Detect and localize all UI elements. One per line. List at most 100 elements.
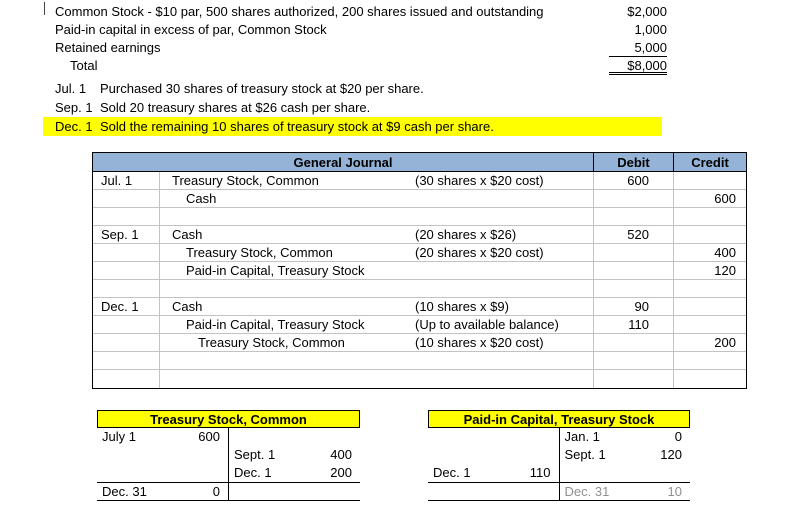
journal-account-cell: Paid-in Capital, Treasury Stock (Up to av…	[160, 316, 594, 334]
journal-account-cell: Paid-in Capital, Treasury Stock	[160, 262, 594, 280]
transaction-row: Sep. 1 Sold 20 treasury shares at $26 ca…	[43, 98, 662, 117]
t-account-credit-side: Dec. 1 200	[229, 464, 360, 482]
transaction-text: Sold 20 treasury shares at $26 cash per …	[100, 100, 371, 115]
journal-date-cell: Dec. 1	[93, 298, 160, 316]
t-account-debit-side	[97, 446, 229, 464]
entry-amount	[220, 446, 228, 464]
journal-date-cell: Jul. 1	[93, 172, 160, 190]
t-account-title: Paid-in Capital, Treasury Stock	[428, 410, 690, 428]
t-account-title: Treasury Stock, Common	[97, 410, 360, 428]
entry-amount: 0	[212, 484, 220, 499]
equity-row: Paid-in capital in excess of par, Common…	[55, 21, 667, 39]
entry-amount: 120	[660, 447, 682, 462]
journal-date-cell	[93, 370, 160, 388]
journal-row: Sep. 1 Cash (20 shares x $26) 520	[93, 226, 746, 244]
entry-date	[229, 483, 234, 500]
t-account-credit-side: Sept. 1 400	[229, 446, 360, 464]
journal-debit-cell	[594, 280, 674, 298]
journal-date-cell	[93, 352, 160, 370]
equity-amount: $2,000	[627, 4, 667, 19]
journal-date-cell: Sep. 1	[93, 226, 160, 244]
journal-date-cell	[93, 334, 160, 352]
journal-credit-cell	[674, 370, 746, 388]
journal-header-row: General Journal Debit Credit	[93, 153, 746, 172]
entry-date: Dec. 31	[102, 484, 147, 499]
journal-account-cell	[160, 352, 594, 370]
equity-label: Common Stock - $10 par, 500 shares autho…	[55, 4, 544, 19]
journal-credit-cell	[674, 316, 746, 334]
journal-date-cell	[93, 208, 160, 226]
t-account-debit-side: Dec. 31 0	[97, 483, 229, 500]
entry-date	[560, 464, 565, 482]
journal-credit-cell	[674, 208, 746, 226]
journal-account-cell: Cash (10 shares x $9)	[160, 298, 594, 316]
t-account-credit-side: Dec. 31 10	[560, 483, 691, 500]
t-account-paid-in-capital: Paid-in Capital, Treasury Stock Jan. 1 0 …	[428, 410, 690, 501]
journal-credit-cell: 600	[674, 190, 746, 208]
entry-date	[97, 464, 102, 482]
journal-memo: (20 shares x $26)	[415, 227, 517, 242]
journal-debit-cell: 520	[594, 226, 674, 244]
journal-credit-cell	[674, 298, 746, 316]
journal-row: Jul. 1 Treasury Stock, Common (30 shares …	[93, 172, 746, 190]
journal-credit-cell: 400	[674, 244, 746, 262]
entry-date	[428, 428, 433, 446]
journal-account-cell: Treasury Stock, Common (20 shares x $20 c…	[160, 244, 594, 262]
journal-memo: (10 shares x $9)	[415, 299, 509, 314]
entry-amount: 0	[674, 429, 682, 444]
journal-debit-cell	[594, 244, 674, 262]
t-account-credit-side	[229, 428, 360, 446]
journal-credit-cell	[674, 172, 746, 190]
t-account-debit-side	[428, 446, 560, 464]
journal-account-cell: Cash (20 shares x $26)	[160, 226, 594, 244]
journal-credit-cell: 200	[674, 334, 746, 352]
t-account-row: Dec. 1 110	[428, 464, 690, 482]
journal-account-cell	[160, 208, 594, 226]
transaction-text: Purchased 30 shares of treasury stock at…	[100, 81, 424, 96]
t-account-debit-side: July 1 600	[97, 428, 229, 446]
journal-debit-cell: 90	[594, 298, 674, 316]
entry-amount	[551, 428, 559, 446]
journal-title: General Journal	[93, 153, 594, 172]
journal-date-cell	[93, 262, 160, 280]
entry-amount: 400	[330, 447, 352, 462]
entry-amount	[551, 483, 559, 500]
journal-memo: (10 shares x $20 cost)	[415, 335, 544, 350]
equity-total-row: Total $8,000	[55, 57, 667, 75]
t-account-treasury-stock: Treasury Stock, Common July 1 600 Sept. 1…	[97, 410, 360, 501]
t-account-credit-side	[229, 483, 360, 500]
journal-credit-cell: 120	[674, 262, 746, 280]
journal-memo: (30 shares x $20 cost)	[415, 173, 544, 188]
t-account-debit-side	[428, 483, 560, 500]
transaction-row: Jul. 1 Purchased 30 shares of treasury s…	[43, 79, 662, 98]
journal-debit-header: Debit	[594, 153, 674, 172]
journal-row: Paid-in Capital, Treasury Stock (Up to av…	[93, 316, 746, 334]
transaction-text: Sold the remaining 10 shares of treasury…	[100, 119, 494, 134]
transactions-list: Jul. 1 Purchased 30 shares of treasury s…	[43, 79, 662, 136]
entry-amount	[220, 464, 228, 482]
entry-amount	[352, 483, 360, 500]
journal-row-blank	[93, 208, 746, 226]
t-account-body: Jan. 1 0 Sept. 1 120 Dec. 1 110 Dec. 31 10	[428, 428, 690, 501]
journal-credit-cell	[674, 226, 746, 244]
journal-debit-cell: 110	[594, 316, 674, 334]
account-name: Treasury Stock, Common	[198, 335, 345, 350]
account-name: Cash	[186, 191, 217, 206]
t-account-row: July 1 600	[97, 428, 360, 446]
account-name: Paid-in Capital, Treasury Stock	[186, 263, 365, 278]
journal-account-cell: Treasury Stock, Common (10 shares x $20 c…	[160, 334, 594, 352]
transaction-date: Dec. 1	[55, 119, 93, 134]
entry-date	[428, 446, 433, 464]
t-account-body: July 1 600 Sept. 1 400 Dec. 1 200 Dec. 31 0	[97, 428, 360, 501]
journal-debit-cell	[594, 334, 674, 352]
entry-amount	[551, 446, 559, 464]
journal-row-blank	[93, 280, 746, 298]
equity-row: Retained earnings 5,000	[55, 39, 667, 57]
equity-amount: 5,000	[609, 39, 667, 57]
journal-account-cell: Cash	[160, 190, 594, 208]
left-edge-divider	[44, 2, 45, 15]
entry-date: Dec. 1	[234, 465, 272, 480]
t-account-credit-side: Sept. 1 120	[560, 446, 691, 464]
entry-amount	[682, 464, 690, 482]
